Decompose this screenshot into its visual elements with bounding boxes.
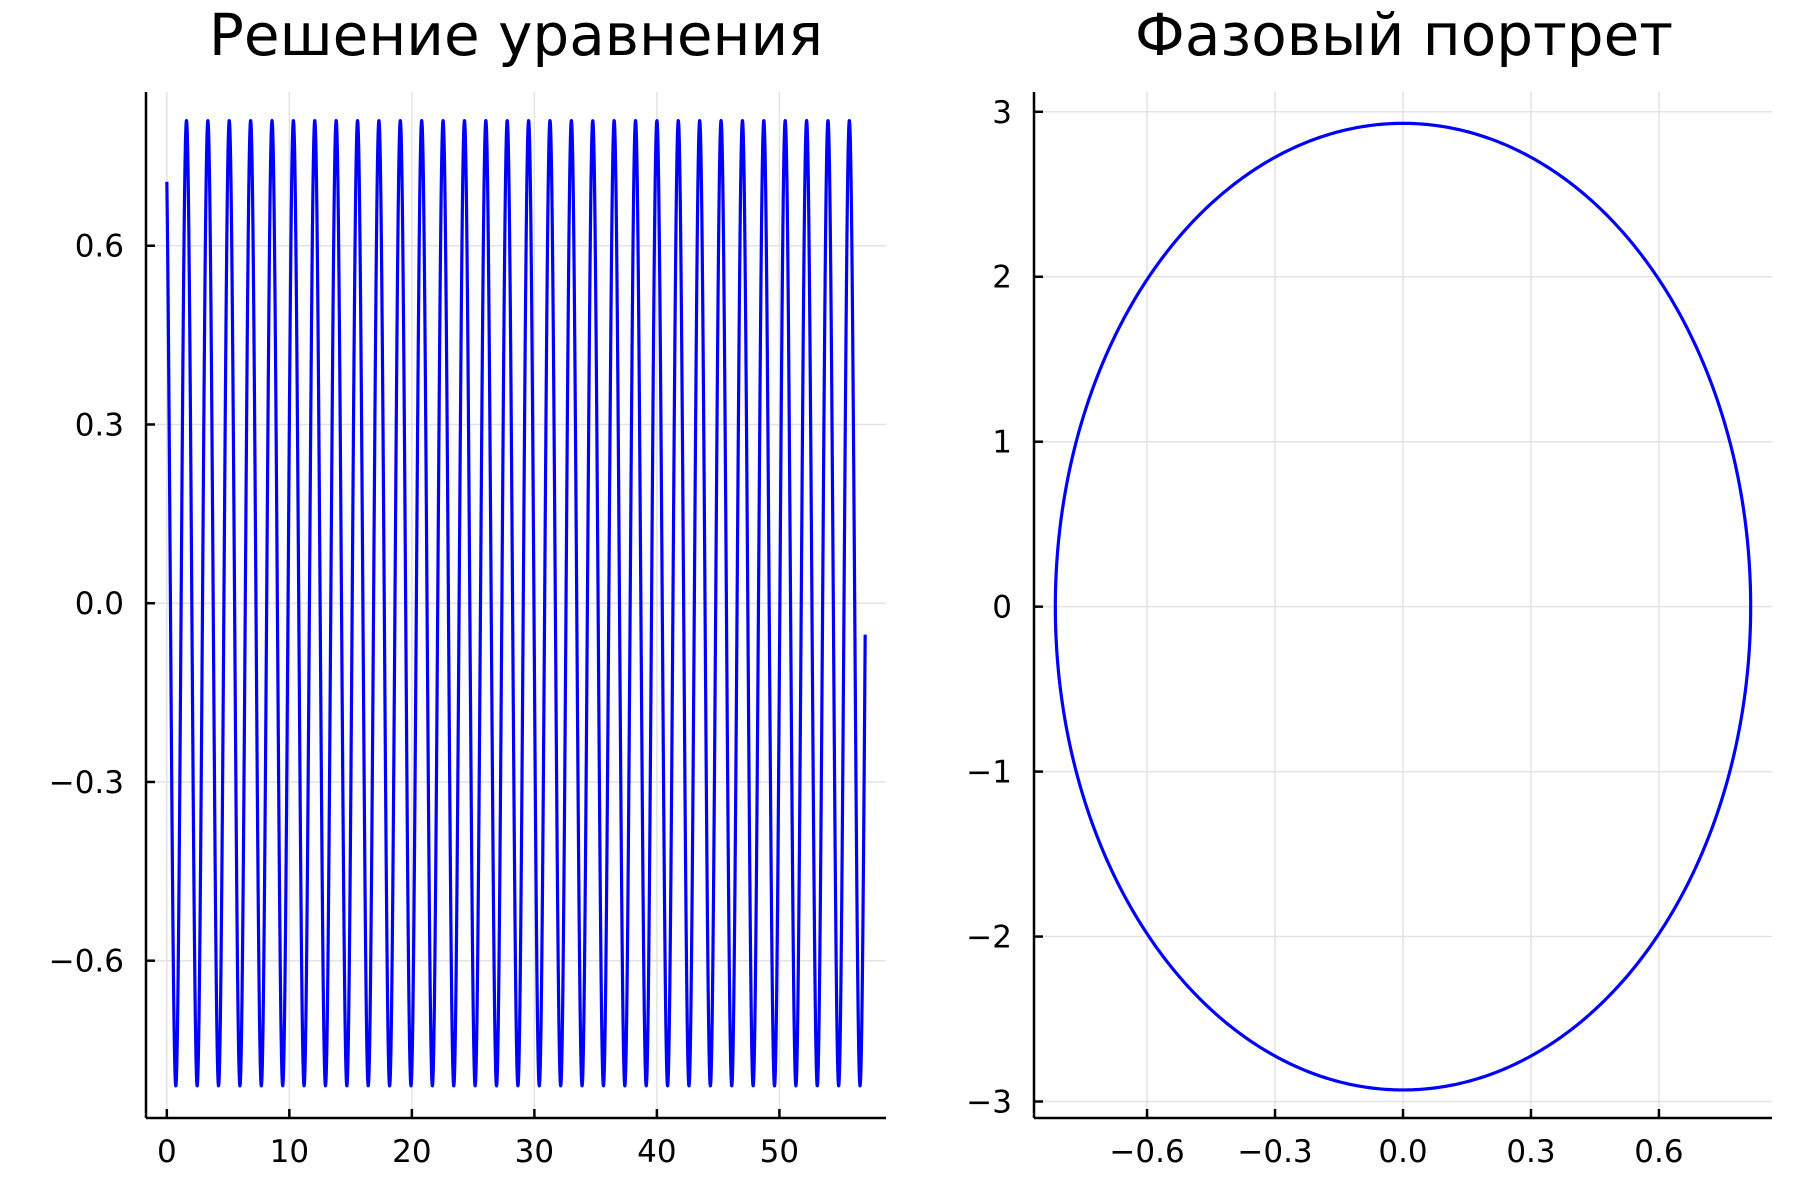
phase-portrait-y-tick-label: 3 <box>992 95 1012 131</box>
solution-x-tick-label: 40 <box>637 1134 676 1170</box>
solution-y-tick-label: 0.3 <box>75 407 124 443</box>
solution-y-tick-label: 0.6 <box>75 229 124 265</box>
phase-portrait-axes <box>1032 92 1772 1120</box>
phase-portrait-y-tick-label: 0 <box>992 590 1012 626</box>
phase-portrait-y-tick-label: 2 <box>992 260 1012 296</box>
phase-portrait-x-tick-label: −0.3 <box>1237 1134 1312 1170</box>
phase-portrait-y-tick-label: −3 <box>966 1085 1012 1121</box>
phase-portrait-y-tick-label: −1 <box>966 755 1012 791</box>
phase-portrait-y-tick-label: −2 <box>966 920 1012 956</box>
phase-portrait-tick-labels: −0.6 −0.3 0.0 0.3 0.6 3 2 1 0 −1 −2 −3 <box>966 95 1683 1170</box>
solution-x-tick-label: 30 <box>515 1134 554 1170</box>
solution-panel: Решение уравнения 0 10 20 30 40 50 0.6 0.3 0.0 −0… <box>49 1 886 1170</box>
solution-tick-labels: 0 10 20 30 40 50 0.6 0.3 0.0 −0.3 −0.6 <box>49 229 799 1170</box>
solution-series-line <box>165 119 867 1088</box>
solution-x-tick-label: 20 <box>392 1134 431 1170</box>
phase-portrait-x-tick-label: 0.3 <box>1506 1134 1555 1170</box>
solution-y-tick-label: −0.3 <box>49 765 124 801</box>
solution-title: Решение уравнения <box>209 1 823 69</box>
phase-portrait-x-tick-label: −0.6 <box>1109 1134 1184 1170</box>
phase-portrait-x-tick-label: 0.0 <box>1378 1134 1427 1170</box>
phase-portrait-series-line <box>1053 121 1753 1092</box>
phase-portrait-x-tick-label: 0.6 <box>1634 1134 1683 1170</box>
solution-x-tick-label: 10 <box>270 1134 309 1170</box>
solution-x-tick-label: 50 <box>760 1134 799 1170</box>
solution-x-tick-label: 0 <box>157 1134 177 1170</box>
phase-portrait-y-tick-label: 1 <box>992 425 1012 461</box>
phase-portrait-series <box>1053 121 1753 1092</box>
solution-axes <box>144 92 886 1120</box>
solution-y-tick-label: 0.0 <box>75 586 124 622</box>
phase-portrait-panel: Фазовый портрет −0.6 −0.3 0.0 0.3 0.63210−1−… <box>966 1 1772 1170</box>
phase-portrait-grid <box>1034 92 1772 1118</box>
phase-portrait-title: Фазовый портрет <box>1135 1 1673 69</box>
solution-y-tick-label: −0.6 <box>49 944 124 980</box>
solution-series <box>165 119 867 1088</box>
